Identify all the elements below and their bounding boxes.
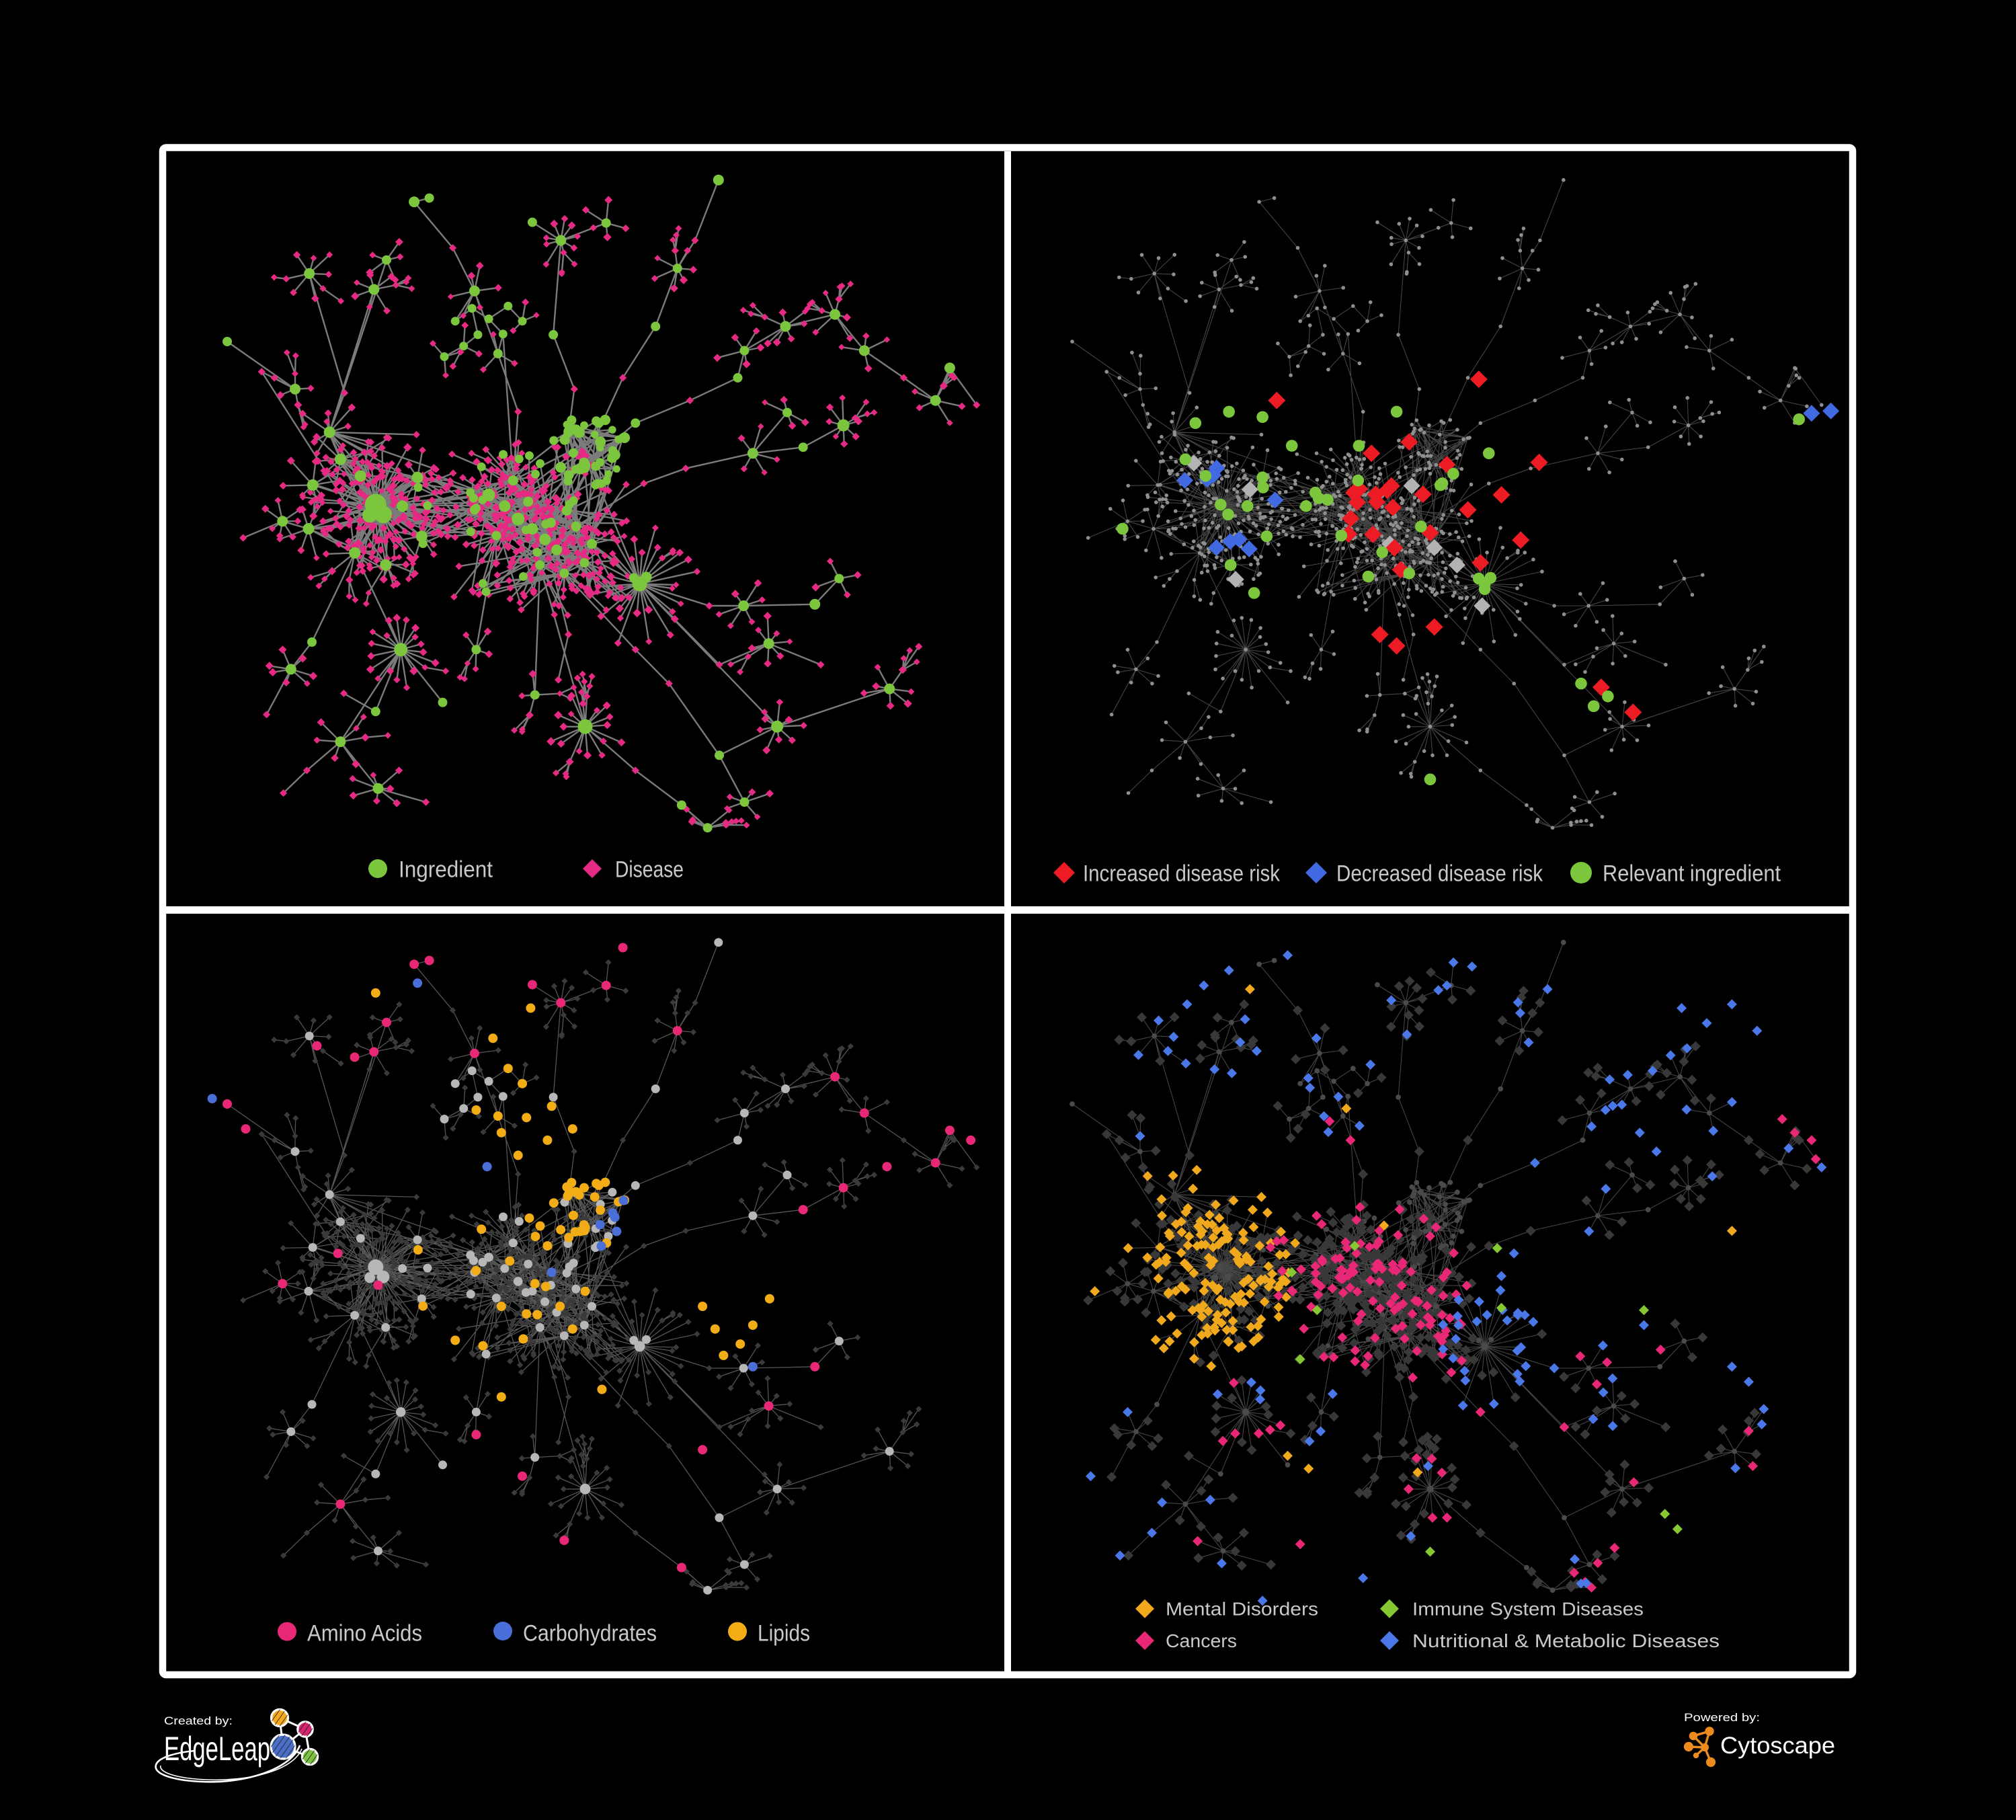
svg-text:Relevant ingredient: Relevant ingredient bbox=[1603, 861, 1781, 887]
svg-text:Cancers: Cancers bbox=[1166, 1630, 1237, 1651]
svg-text:Lipids: Lipids bbox=[758, 1621, 810, 1647]
svg-text:Mental Disorders: Mental Disorders bbox=[1166, 1599, 1318, 1620]
svg-text:Carbohydrates: Carbohydrates bbox=[523, 1621, 657, 1647]
svg-text:Increased disease risk: Increased disease risk bbox=[1083, 861, 1281, 887]
svg-text:Cytoscape: Cytoscape bbox=[1720, 1733, 1835, 1759]
svg-text:Nutritional & Metabolic Diseas: Nutritional & Metabolic Diseases bbox=[1412, 1630, 1720, 1651]
svg-text:Decreased disease risk: Decreased disease risk bbox=[1336, 861, 1543, 887]
svg-text:Powered by:: Powered by: bbox=[1684, 1711, 1760, 1724]
svg-text:Created by:: Created by: bbox=[164, 1714, 233, 1727]
svg-text:Ingredient: Ingredient bbox=[399, 857, 493, 883]
svg-text:Disease: Disease bbox=[615, 857, 684, 883]
svg-text:EdgeLeap: EdgeLeap bbox=[164, 1730, 270, 1768]
svg-text:Immune System Diseases: Immune System Diseases bbox=[1412, 1599, 1644, 1620]
svg-text:Amino Acids: Amino Acids bbox=[307, 1621, 422, 1647]
